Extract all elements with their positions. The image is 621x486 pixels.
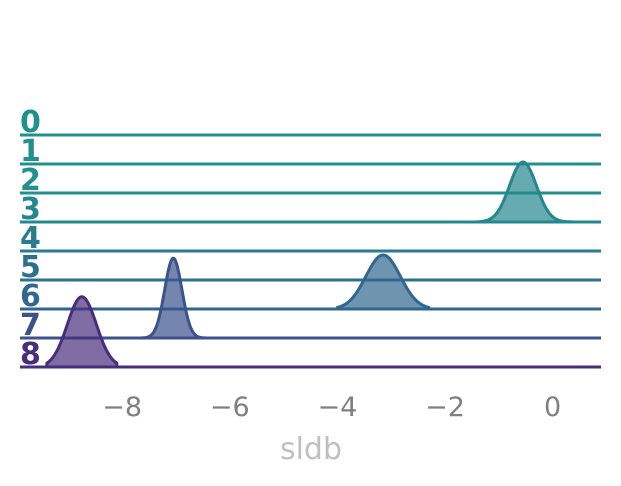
ridge-row-3 — [20, 160, 601, 224]
ridges — [20, 133, 601, 369]
x-tick-label: −6 — [210, 392, 250, 423]
row-label-6: 6 — [20, 279, 41, 314]
row-label-4: 4 — [20, 221, 41, 256]
row-label-5: 5 — [20, 250, 41, 285]
x-tick-label: −8 — [102, 392, 142, 423]
ridge-row-6 — [20, 253, 601, 311]
row-label-0: 0 — [20, 105, 41, 140]
x-tick-label: −2 — [425, 392, 465, 423]
density-area-7 — [139, 256, 210, 340]
row-label-1: 1 — [20, 134, 41, 169]
row-label-8: 8 — [20, 337, 41, 372]
x-axis-label: sldb — [280, 432, 342, 467]
row-label-7: 7 — [20, 308, 41, 343]
row-label-2: 2 — [20, 163, 41, 198]
x-ticks: −8 −6 −4 −2 0 — [102, 392, 561, 423]
density-area-6 — [335, 253, 431, 311]
density-area-8 — [45, 295, 119, 369]
ridge-row-7 — [20, 256, 601, 340]
x-tick-label: 0 — [544, 392, 561, 423]
x-tick-label: −4 — [317, 392, 357, 423]
row-label-3: 3 — [20, 192, 41, 227]
ridge-row-8 — [20, 295, 601, 369]
